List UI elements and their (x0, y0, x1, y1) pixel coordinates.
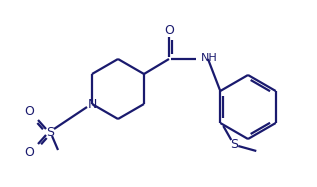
Text: S: S (46, 125, 54, 139)
Text: O: O (24, 105, 34, 117)
Text: S: S (230, 139, 238, 151)
Text: O: O (24, 146, 34, 160)
Text: O: O (164, 24, 174, 36)
Text: NH: NH (201, 53, 218, 63)
Text: N: N (87, 97, 97, 111)
